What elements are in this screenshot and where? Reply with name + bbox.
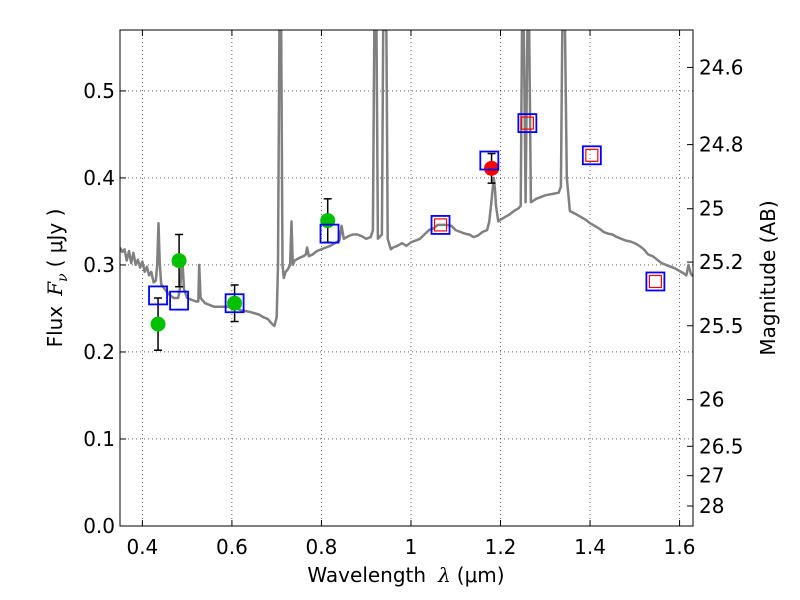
y2-tick-label: 25 <box>699 197 724 221</box>
x-axis-label-unit: (μm) <box>457 563 505 587</box>
y2-tick-label: 26 <box>699 388 724 412</box>
x-axis-label: Wavelength λ (μm) <box>307 563 504 587</box>
model-square <box>581 145 602 166</box>
plot-frame <box>119 29 694 527</box>
model-square <box>479 150 500 171</box>
y2-axis-label: Magnitude (AB) <box>756 200 780 355</box>
y2-tick-label: 28 <box>699 494 724 518</box>
y2-tick-label: 24.8 <box>699 133 744 157</box>
y-axis-label-subscript: ν <box>55 273 71 282</box>
x-tick-label: 0.8 <box>306 535 338 559</box>
model-square <box>517 113 538 134</box>
y-tick-label: 0.2 <box>83 340 115 364</box>
plot-content <box>120 30 693 351</box>
model-square-inner <box>648 274 662 289</box>
data-point <box>227 295 243 311</box>
model-square <box>645 271 666 292</box>
model-square <box>319 223 340 244</box>
y2-tick-label: 26.5 <box>699 434 744 458</box>
model-square <box>148 285 168 306</box>
data-point <box>484 160 500 176</box>
model-square-inner <box>520 116 534 130</box>
model-square <box>169 290 189 311</box>
x-tick-label: 1 <box>405 535 418 559</box>
y-axis-label: Flux Fν ( μJy ) <box>43 209 71 348</box>
x-tick-label: 0.6 <box>216 535 248 559</box>
y2-tick-label: 24.6 <box>699 55 744 79</box>
y-axis-label-prefix: Flux <box>43 306 67 348</box>
y-tick-label: 0.4 <box>83 166 115 190</box>
y-tick-label: 0.3 <box>83 253 115 277</box>
y2-tick-label: 25.2 <box>699 250 744 274</box>
model-square <box>224 293 245 314</box>
model-square <box>430 215 451 235</box>
x-tick-label: 1.4 <box>574 535 606 559</box>
x-tick-label: 1.6 <box>664 535 696 559</box>
y-tick-label: 0.1 <box>83 427 115 451</box>
x-axis-label-symbol: λ <box>437 563 451 587</box>
data-point <box>150 316 166 332</box>
spectrum-line <box>120 30 693 328</box>
x-tick-label: 1.2 <box>485 535 517 559</box>
data-point <box>171 253 187 269</box>
x-axis-label-prefix: Wavelength <box>307 563 426 587</box>
y2-tick-label: 27 <box>699 464 724 488</box>
y-tick-label: 0.5 <box>83 79 115 103</box>
data-point <box>320 213 336 229</box>
model-square-inner <box>433 218 448 232</box>
ticks: 0.4 0.6 0.8 1 1.2 1.4 1.6 0.0 0.1 0.2 0.3 0.4 0.5 24.… <box>83 30 744 559</box>
grid <box>120 30 693 527</box>
y-axis-label-symbol: F <box>43 281 67 297</box>
y2-tick-label: 25.5 <box>699 314 744 338</box>
x-tick-label: 0.4 <box>126 535 158 559</box>
y-axis-label-unit: ( μJy ) <box>43 209 67 268</box>
model-square-inner <box>585 148 599 162</box>
plot-area <box>120 30 693 526</box>
y-tick-label: 0.0 <box>83 514 115 538</box>
